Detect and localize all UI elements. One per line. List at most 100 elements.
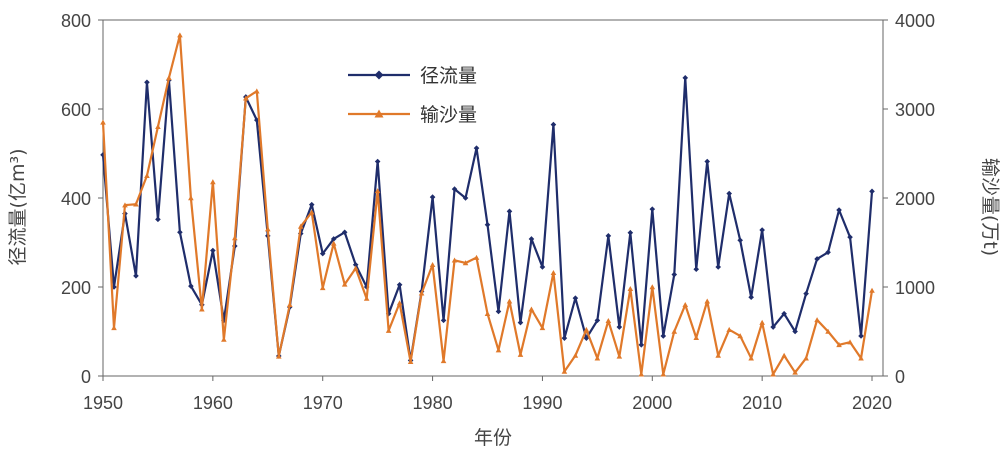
y-left-tick-label: 0 bbox=[81, 367, 91, 387]
data-point-sediment bbox=[341, 281, 348, 287]
data-point-runoff bbox=[682, 75, 689, 81]
data-point-runoff bbox=[638, 342, 645, 348]
data-point-sediment bbox=[352, 265, 359, 271]
x-axis-title: 年份 bbox=[474, 427, 512, 449]
data-point-sediment bbox=[572, 352, 579, 358]
legend-marker-sediment bbox=[374, 109, 384, 118]
data-point-sediment bbox=[803, 355, 809, 361]
data-point-runoff bbox=[847, 234, 853, 240]
y-right-tick-label: 2000 bbox=[895, 189, 935, 209]
series-layer bbox=[100, 32, 875, 377]
data-point-runoff bbox=[374, 158, 381, 165]
data-point-runoff bbox=[869, 188, 875, 195]
data-point-runoff bbox=[188, 283, 194, 289]
data-point-sediment bbox=[704, 298, 711, 304]
data-point-runoff bbox=[803, 290, 809, 297]
data-point-runoff bbox=[440, 317, 447, 324]
data-point-sediment bbox=[792, 369, 798, 375]
data-point-sediment bbox=[221, 336, 227, 342]
y-right-tick-label: 0 bbox=[895, 367, 905, 387]
data-point-runoff bbox=[649, 206, 656, 212]
data-point-runoff bbox=[396, 281, 403, 288]
data-point-sediment bbox=[770, 371, 776, 377]
data-point-sediment bbox=[847, 339, 853, 345]
data-point-runoff bbox=[506, 208, 513, 215]
data-point-sediment bbox=[144, 172, 150, 178]
data-point-runoff bbox=[704, 158, 711, 165]
data-point-runoff bbox=[451, 186, 458, 192]
series-sediment bbox=[100, 32, 875, 377]
data-point-sediment bbox=[737, 333, 743, 339]
data-point-sediment bbox=[825, 328, 831, 334]
data-point-sediment bbox=[473, 254, 480, 260]
data-point-sediment bbox=[627, 285, 634, 292]
data-point-sediment bbox=[671, 328, 678, 334]
data-point-sediment bbox=[759, 319, 765, 325]
data-point-sediment bbox=[166, 75, 172, 81]
y-left-tick-label: 200 bbox=[61, 278, 91, 298]
data-point-runoff bbox=[572, 295, 579, 301]
data-point-sediment bbox=[385, 327, 392, 333]
data-point-sediment bbox=[660, 371, 667, 377]
data-point-runoff bbox=[550, 121, 557, 128]
y-right-tick-label: 3000 bbox=[895, 100, 935, 120]
data-point-sediment bbox=[330, 240, 337, 246]
legend-label-sediment: 输沙量 bbox=[420, 104, 477, 126]
y-left-tick-label: 800 bbox=[61, 11, 91, 31]
y-right-tick-label: 4000 bbox=[895, 11, 935, 31]
x-tick-label: 1960 bbox=[193, 393, 233, 413]
data-point-sediment bbox=[484, 310, 491, 316]
data-point-sediment bbox=[407, 358, 414, 364]
legend-marker-runoff bbox=[374, 70, 384, 80]
data-point-runoff bbox=[528, 236, 535, 242]
data-point-runoff bbox=[825, 249, 831, 256]
x-tick-label: 2010 bbox=[742, 393, 782, 413]
data-point-sediment bbox=[275, 353, 282, 359]
x-tick-label: 2020 bbox=[852, 393, 892, 413]
data-point-sediment bbox=[506, 298, 513, 304]
data-point-runoff bbox=[792, 328, 798, 335]
data-point-runoff bbox=[814, 256, 820, 262]
data-point-runoff bbox=[770, 324, 776, 330]
data-point-runoff bbox=[144, 79, 150, 86]
data-point-sediment bbox=[781, 352, 787, 358]
data-point-sediment bbox=[605, 318, 612, 324]
data-point-sediment bbox=[814, 317, 820, 323]
legend-item-runoff: 径流量 bbox=[348, 65, 477, 87]
data-point-sediment bbox=[243, 95, 249, 101]
x-tick-label: 1990 bbox=[522, 393, 562, 413]
data-point-sediment bbox=[363, 295, 370, 301]
data-point-runoff bbox=[605, 233, 612, 239]
data-point-sediment bbox=[528, 306, 535, 312]
data-point-sediment bbox=[297, 223, 304, 229]
data-point-sediment bbox=[649, 284, 656, 290]
data-point-sediment bbox=[561, 368, 568, 374]
data-point-sediment bbox=[693, 334, 700, 340]
data-point-runoff bbox=[330, 236, 337, 242]
data-point-sediment bbox=[638, 371, 645, 377]
data-point-sediment bbox=[451, 257, 458, 263]
data-point-sediment bbox=[396, 300, 403, 306]
data-point-runoff bbox=[539, 264, 546, 270]
data-point-sediment bbox=[122, 202, 128, 208]
data-point-sediment bbox=[254, 88, 260, 94]
data-point-runoff bbox=[693, 266, 700, 272]
y-axis-left-title: 径流量(亿m³) bbox=[7, 149, 29, 266]
data-point-runoff bbox=[308, 201, 315, 208]
data-point-runoff bbox=[836, 207, 842, 213]
data-point-sediment bbox=[869, 287, 875, 293]
data-point-sediment bbox=[517, 351, 524, 357]
data-point-sediment bbox=[682, 302, 689, 308]
x-tick-label: 1980 bbox=[413, 393, 453, 413]
data-point-sediment bbox=[583, 326, 590, 332]
data-point-sediment bbox=[429, 261, 436, 267]
data-point-runoff bbox=[583, 335, 590, 341]
data-point-sediment bbox=[495, 347, 502, 353]
data-point-sediment bbox=[594, 355, 601, 361]
data-point-sediment bbox=[264, 226, 271, 232]
y-left-tick-label: 400 bbox=[61, 189, 91, 209]
data-point-sediment bbox=[155, 124, 161, 130]
data-point-runoff bbox=[177, 229, 183, 236]
data-point-runoff bbox=[858, 333, 864, 339]
data-point-sediment bbox=[319, 285, 326, 291]
